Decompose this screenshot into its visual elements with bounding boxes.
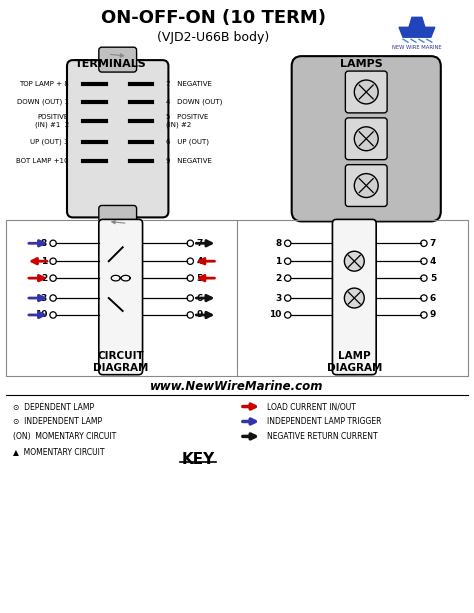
Circle shape [50, 312, 56, 318]
FancyBboxPatch shape [292, 56, 441, 221]
Circle shape [421, 275, 427, 281]
FancyBboxPatch shape [99, 219, 143, 375]
Circle shape [187, 312, 193, 318]
Text: 1: 1 [275, 257, 282, 265]
Circle shape [284, 295, 291, 301]
Text: UP (OUT) 3: UP (OUT) 3 [30, 139, 69, 145]
Text: KEY: KEY [182, 452, 215, 467]
Text: 3: 3 [275, 294, 282, 303]
Text: 7: 7 [430, 239, 436, 248]
Circle shape [187, 240, 193, 246]
Circle shape [187, 275, 193, 281]
Text: www.NewWireMarine.com: www.NewWireMarine.com [150, 379, 324, 393]
Text: BOT LAMP +10: BOT LAMP +10 [17, 158, 69, 164]
Bar [6, 221, 468, 376]
Circle shape [345, 251, 364, 271]
Circle shape [421, 258, 427, 264]
Text: TERMINALS: TERMINALS [75, 59, 146, 69]
Text: 5: 5 [430, 273, 436, 283]
Text: 6   UP (OUT): 6 UP (OUT) [166, 139, 210, 145]
Circle shape [284, 240, 291, 246]
Circle shape [354, 173, 378, 197]
Text: 6: 6 [430, 294, 436, 303]
Text: TOP LAMP + 8: TOP LAMP + 8 [19, 81, 69, 87]
Text: 5   POSITIVE
(IN) #2: 5 POSITIVE (IN) #2 [166, 114, 209, 128]
Text: 7   NEGATIVE: 7 NEGATIVE [166, 81, 212, 87]
Text: INDEPENDENT LAMP TRIGGER: INDEPENDENT LAMP TRIGGER [267, 417, 381, 427]
Text: 7: 7 [196, 239, 202, 248]
Text: 5: 5 [196, 273, 202, 283]
Text: NEW WIRE MARINE: NEW WIRE MARINE [392, 45, 442, 50]
Circle shape [421, 312, 427, 318]
Text: ON-OFF-ON (10 TERM): ON-OFF-ON (10 TERM) [101, 9, 326, 28]
Text: ▲  MOMENTARY CIRCUIT: ▲ MOMENTARY CIRCUIT [13, 447, 105, 456]
FancyBboxPatch shape [99, 47, 137, 72]
Text: DOWN (OUT) 1: DOWN (OUT) 1 [17, 99, 69, 105]
Text: 4: 4 [430, 257, 436, 265]
Text: ⊙  INDEPENDENT LAMP: ⊙ INDEPENDENT LAMP [13, 417, 102, 427]
Circle shape [421, 240, 427, 246]
Circle shape [421, 295, 427, 301]
Text: LAMPS: LAMPS [340, 59, 383, 69]
Text: 4   DOWN (OUT): 4 DOWN (OUT) [166, 99, 223, 105]
FancyBboxPatch shape [346, 118, 387, 159]
Circle shape [50, 240, 56, 246]
Text: 4: 4 [196, 257, 202, 265]
Text: ⊙  DEPENDENT LAMP: ⊙ DEPENDENT LAMP [13, 403, 94, 411]
Text: 9   NEGATIVE: 9 NEGATIVE [166, 158, 212, 164]
Circle shape [50, 258, 56, 264]
Circle shape [354, 80, 378, 104]
Text: 9: 9 [430, 310, 436, 319]
Text: 10: 10 [269, 310, 282, 319]
FancyBboxPatch shape [332, 219, 376, 375]
Polygon shape [399, 27, 435, 37]
Text: NEGATIVE RETURN CURRENT: NEGATIVE RETURN CURRENT [267, 432, 377, 441]
Text: (VJD2-U66B body): (VJD2-U66B body) [157, 31, 270, 44]
Circle shape [187, 258, 193, 264]
Text: LAMP
DIAGRAM: LAMP DIAGRAM [327, 351, 382, 373]
Circle shape [50, 295, 56, 301]
Text: 2: 2 [275, 273, 282, 283]
Circle shape [284, 275, 291, 281]
Text: 10: 10 [35, 310, 47, 319]
Circle shape [354, 127, 378, 151]
Text: LOAD CURRENT IN/OUT: LOAD CURRENT IN/OUT [267, 403, 356, 411]
Text: 6: 6 [196, 294, 202, 303]
Text: 1: 1 [41, 257, 47, 265]
FancyBboxPatch shape [99, 205, 137, 230]
Circle shape [345, 288, 364, 308]
Circle shape [284, 312, 291, 318]
Circle shape [187, 295, 193, 301]
FancyBboxPatch shape [346, 165, 387, 207]
Text: 9: 9 [196, 310, 202, 319]
Text: (ON)  MOMENTARY CIRCUIT: (ON) MOMENTARY CIRCUIT [13, 432, 117, 441]
Polygon shape [409, 17, 425, 27]
Text: CIRCUIT
DIAGRAM: CIRCUIT DIAGRAM [93, 351, 148, 373]
Text: 3: 3 [41, 294, 47, 303]
Text: 8: 8 [275, 239, 282, 248]
FancyBboxPatch shape [67, 60, 168, 218]
Text: POSITIVE
(IN) #1  2: POSITIVE (IN) #1 2 [35, 114, 69, 128]
Text: 2: 2 [41, 273, 47, 283]
Circle shape [284, 258, 291, 264]
Text: 8: 8 [41, 239, 47, 248]
Circle shape [50, 275, 56, 281]
FancyBboxPatch shape [346, 71, 387, 113]
